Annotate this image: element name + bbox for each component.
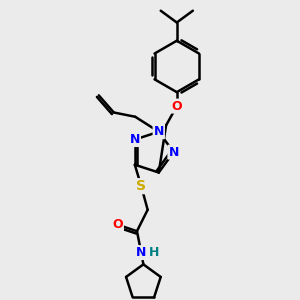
Text: S: S	[136, 179, 146, 193]
Text: N: N	[130, 133, 140, 146]
Text: O: O	[112, 218, 123, 231]
Text: N: N	[154, 125, 164, 138]
Text: H: H	[149, 246, 159, 259]
Text: N: N	[168, 146, 179, 159]
Text: N: N	[136, 246, 146, 259]
Text: O: O	[172, 100, 182, 112]
